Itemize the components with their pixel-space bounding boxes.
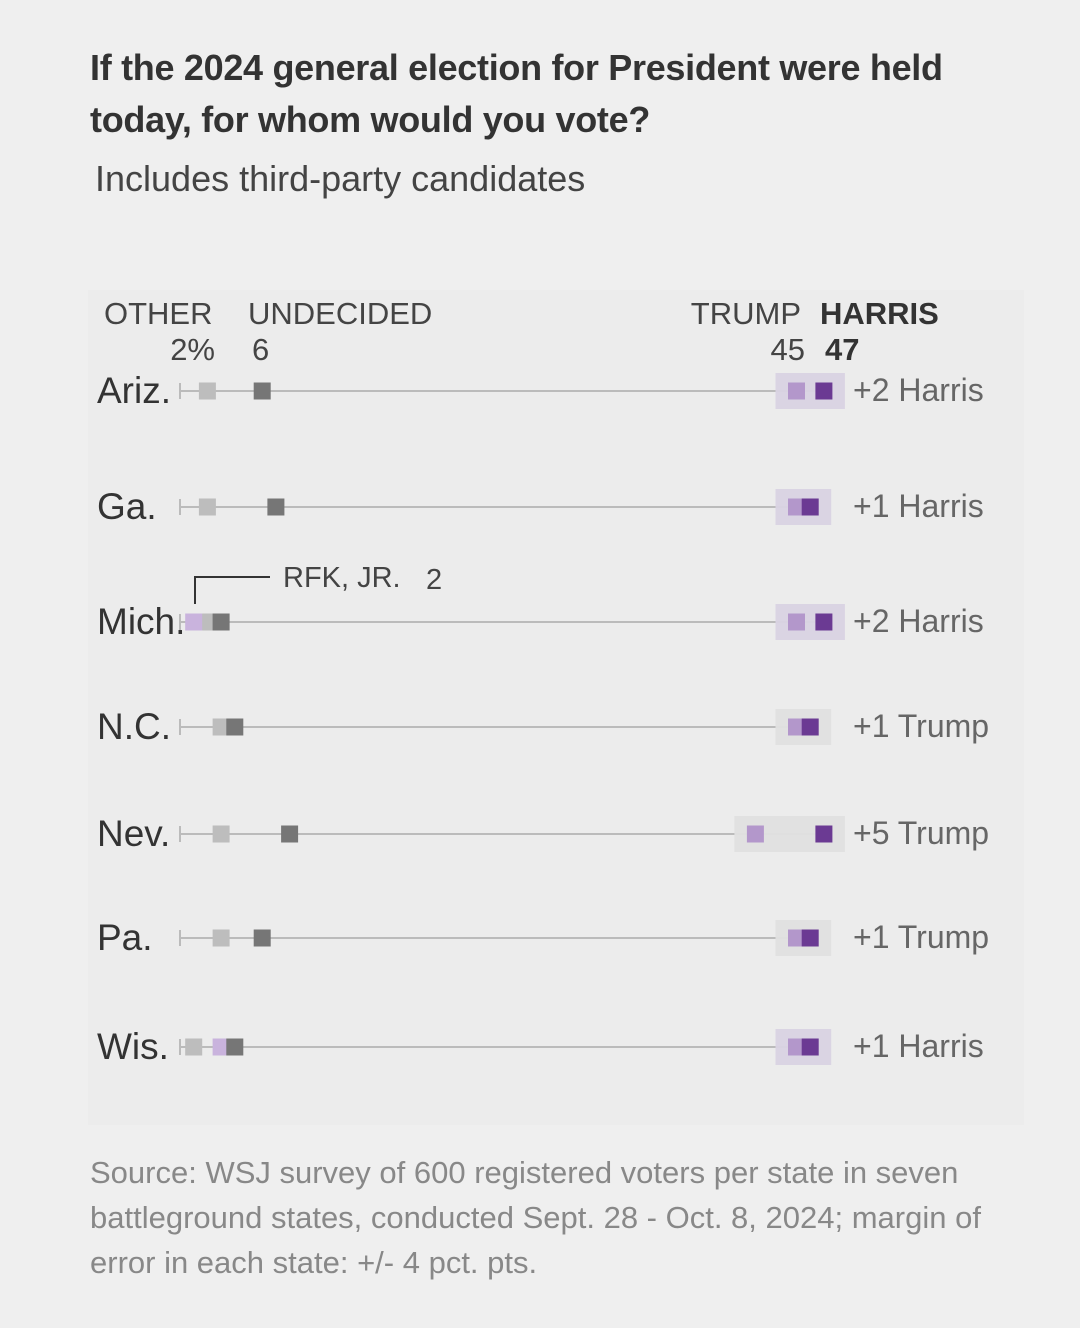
- dot-other-pa: [212, 929, 230, 947]
- dot-trump-ariz: [788, 382, 805, 400]
- dot-other-ariz: [198, 382, 216, 400]
- row-margin-ariz: +2 Harris: [853, 372, 984, 408]
- header-trump-label: TRUMP: [691, 296, 801, 331]
- row-margin-ga: +1 Harris: [853, 488, 984, 524]
- dot-undecided-nc: [226, 718, 244, 736]
- header-harris-label: HARRIS: [820, 296, 939, 331]
- row-margin-pa: +1 Trump: [853, 919, 989, 955]
- chart-title: If the 2024 general election for Preside…: [90, 47, 943, 140]
- chart-source: Source: WSJ survey of 600 registered vot…: [90, 1155, 981, 1280]
- row-label-mich: Mich.: [97, 601, 185, 642]
- rfk-annotation: RFK, JR. 2: [194, 562, 442, 604]
- row-label-nc: N.C.: [97, 706, 171, 747]
- row-label-wis: Wis.: [97, 1026, 169, 1067]
- dot-trump-pa: [801, 929, 819, 947]
- dot-other-mich: [198, 613, 216, 631]
- dot-other-ga: [198, 498, 216, 516]
- dot-undecided-ariz: [253, 382, 271, 400]
- row-label-ga: Ga.: [97, 486, 157, 527]
- dot-undecided-nev: [281, 825, 299, 843]
- rfk-label: RFK, JR.: [283, 562, 401, 594]
- dot-undecided-ga: [267, 498, 285, 516]
- dot-harris-nev: [746, 825, 764, 843]
- dot-other-nev: [212, 825, 230, 843]
- rfk-leader-line: [194, 576, 270, 604]
- row-margin-nc: +1 Trump: [853, 708, 989, 744]
- row-margin-nev: +5 Trump: [853, 815, 989, 851]
- row-label-pa: Pa.: [97, 917, 153, 958]
- dot-trump-ga: [788, 498, 805, 516]
- dot-harris-ariz: [815, 382, 833, 400]
- header-other-label: OTHER: [104, 296, 213, 331]
- header-undecided-label: UNDECIDED: [248, 296, 432, 331]
- dot-trump-mich: [788, 613, 805, 631]
- dot-harris-ga: [801, 498, 819, 516]
- plot-background: [88, 290, 1024, 1125]
- dot-trump-nc: [801, 718, 819, 736]
- dot-rfk-mich: [185, 613, 203, 631]
- row-band-ariz: [775, 373, 845, 409]
- dot-undecided-mich: [212, 613, 230, 631]
- dot-harris-pa: [788, 929, 805, 947]
- state-rows: Ariz. +2 Harris Ga. +1 Harris Mich. +2 Harris…: [97, 370, 989, 1067]
- rfk-value: 2: [426, 564, 442, 596]
- row-label-ariz: Ariz.: [97, 370, 171, 411]
- row-label-nev: Nev.: [97, 813, 170, 854]
- dot-harris-nc: [788, 718, 805, 736]
- chart: OTHER 2% UNDECIDED 6 TRUMP 45 HARRIS 47 …: [88, 290, 1024, 1125]
- dot-rfk-wis: [212, 1038, 230, 1056]
- header-undecided-value: 6: [252, 332, 269, 367]
- dot-trump-nev: [815, 825, 833, 843]
- dot-undecided-wis: [226, 1038, 244, 1056]
- dot-undecided-pa: [253, 929, 271, 947]
- header-other-value: 2%: [170, 332, 215, 367]
- row-margin-mich: +2 Harris: [853, 603, 984, 639]
- row-margin-wis: +1 Harris: [853, 1028, 984, 1064]
- dot-trump-wis: [788, 1038, 805, 1056]
- row-band-mich: [775, 604, 845, 640]
- chart-subtitle: Includes third-party candidates: [95, 158, 586, 199]
- dot-other-nc: [212, 718, 230, 736]
- dot-harris-wis: [801, 1038, 819, 1056]
- column-headers: OTHER 2% UNDECIDED 6 TRUMP 45 HARRIS 47: [104, 296, 939, 367]
- dot-other-wis: [185, 1038, 203, 1056]
- dot-harris-mich: [815, 613, 833, 631]
- header-harris-value: 47: [825, 332, 859, 367]
- header-trump-value: 45: [771, 332, 805, 367]
